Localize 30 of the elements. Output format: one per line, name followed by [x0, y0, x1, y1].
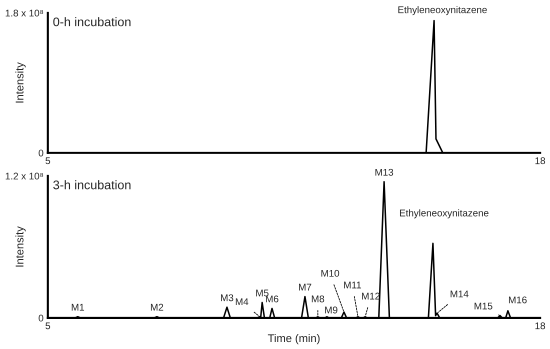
y-tick-label: 0 — [38, 314, 44, 322]
annotation: M15 — [474, 302, 492, 310]
annotation: M3 — [221, 294, 234, 302]
chart-title: 3-h incubation — [53, 180, 130, 190]
x-tick-label: 18 — [535, 157, 546, 164]
annotation: M10 — [321, 270, 340, 277]
annotation: M14 — [450, 290, 468, 298]
annotation: M6 — [266, 295, 278, 302]
annotation: M13 — [375, 168, 394, 176]
annotation: M4 — [236, 298, 248, 306]
annotation: M16 — [508, 296, 527, 304]
annotation: M7 — [299, 284, 312, 290]
y-tick-label: 1.2 x 10⁸ — [6, 172, 44, 180]
chart-title: 0-h incubation — [53, 17, 130, 26]
y-axis-title: Intensity — [15, 226, 26, 267]
x-axis-title: Time (min) — [268, 334, 320, 344]
x-tick-label: 5 — [46, 322, 50, 330]
annotation: M8 — [312, 295, 324, 302]
annotation: Ethyleneoxynitazene — [398, 6, 487, 16]
x-tick-label: 18 — [535, 322, 546, 330]
annotation: M1 — [72, 304, 84, 311]
y-axis-title: Intensity — [15, 62, 26, 103]
annotation: M9 — [325, 306, 338, 314]
annotation: M2 — [150, 304, 164, 311]
x-tick-label: 5 — [46, 157, 50, 164]
annotation: M11 — [344, 282, 362, 288]
y-tick-label: 0 — [38, 150, 44, 156]
annotation: M5 — [256, 290, 269, 296]
y-tick-label: 1.8 x 10⁸ — [6, 10, 44, 17]
annotation: Ethyleneoxynitazene — [400, 209, 488, 218]
